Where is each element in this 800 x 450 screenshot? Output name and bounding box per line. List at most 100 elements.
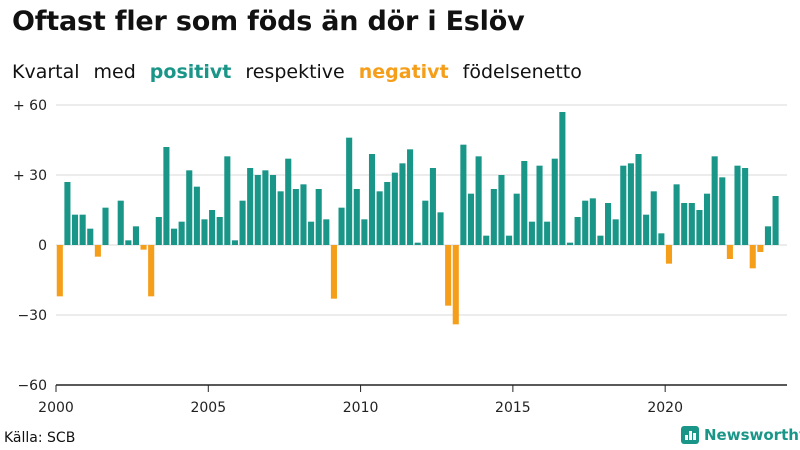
subtitle-negative-label: negativt (358, 61, 449, 83)
bar (247, 168, 254, 245)
brand-name: Newsworthy (704, 426, 800, 444)
bar (399, 163, 406, 245)
bar (353, 189, 360, 245)
bar (102, 207, 109, 245)
bar (338, 207, 345, 245)
bar (467, 193, 475, 245)
bar (231, 240, 238, 245)
bar (346, 137, 353, 245)
bar (384, 182, 391, 245)
bar (506, 235, 513, 245)
bar (719, 177, 726, 245)
bar (528, 221, 535, 245)
bar (498, 175, 505, 245)
bar (726, 245, 733, 259)
bar (536, 165, 543, 245)
bar (193, 186, 200, 245)
bar (94, 245, 101, 257)
bar (140, 245, 147, 250)
bar (772, 196, 779, 245)
bar (460, 144, 467, 245)
newsworthy-logo-icon (681, 426, 699, 444)
x-axis: 2000 2005 2010 2015 2020 (38, 384, 787, 416)
bar (665, 245, 673, 264)
bar (696, 210, 703, 245)
y-tick-label: −30 (17, 308, 47, 324)
bar (368, 154, 376, 245)
bar (277, 191, 284, 245)
source-note: Källa: SCB (4, 430, 76, 446)
bar (734, 165, 741, 245)
bar (620, 165, 627, 245)
bar (269, 175, 277, 245)
x-tick-label: 2000 (38, 400, 74, 416)
bar (56, 245, 63, 297)
bar (391, 172, 398, 245)
bar (178, 221, 185, 245)
bar (201, 219, 208, 245)
bar (742, 168, 749, 245)
x-tick-label: 2005 (190, 400, 226, 416)
bar (308, 221, 315, 245)
bar (71, 214, 79, 245)
subtitle-text-fodelsenetto: födelsenetto (462, 61, 582, 83)
x-tick-label: 2010 (343, 400, 379, 416)
bar (757, 245, 764, 252)
bar (330, 245, 337, 299)
bar (262, 170, 269, 245)
bar (79, 214, 86, 245)
bar (551, 158, 558, 245)
subtitle-positive-label: positivt (149, 61, 232, 83)
bar (452, 245, 459, 325)
bar (483, 235, 490, 245)
bar-chart: + 60 + 30 0 −30 −60 2000 2005 2010 2015 2020 (13, 98, 787, 416)
bar (681, 203, 688, 245)
bar (566, 242, 574, 245)
bar (315, 189, 322, 245)
bar (658, 233, 665, 245)
bar (209, 210, 216, 245)
brand-logo: Newsworthy (681, 426, 800, 444)
bar (673, 184, 680, 245)
bar (437, 212, 444, 245)
bar (650, 191, 657, 245)
bar (429, 168, 436, 245)
y-tick-label: + 60 (13, 98, 47, 114)
bar (64, 182, 71, 245)
bar (475, 156, 482, 245)
y-tick-label: 0 (38, 238, 47, 254)
bar (704, 193, 711, 245)
bar (597, 235, 604, 245)
bar (148, 245, 155, 297)
bar (186, 170, 193, 245)
bar (117, 200, 124, 245)
bar (285, 158, 292, 245)
bar (125, 240, 132, 245)
bar (254, 175, 261, 245)
bars (56, 112, 779, 325)
bar (711, 156, 718, 245)
bar (688, 203, 695, 245)
bar (582, 200, 589, 245)
bar (764, 226, 772, 245)
x-tick-label: 2020 (647, 400, 683, 416)
subtitle-text-respektive: respektive (245, 61, 345, 83)
bar (635, 154, 642, 245)
chart-title: Oftast fler som föds än dör i Eslöv (12, 6, 525, 37)
bar (407, 149, 414, 245)
y-tick-label: −60 (17, 378, 47, 394)
bar (513, 193, 520, 245)
bar (155, 217, 162, 245)
bar (224, 156, 231, 245)
bar (87, 228, 94, 245)
bar (323, 219, 330, 245)
bar (422, 200, 429, 245)
bar (612, 219, 619, 245)
bar (163, 147, 170, 245)
y-tick-label: + 30 (13, 168, 47, 184)
bar (414, 242, 421, 245)
bar (605, 203, 612, 245)
bar (574, 217, 581, 245)
bar (589, 198, 596, 245)
bar (361, 219, 368, 245)
